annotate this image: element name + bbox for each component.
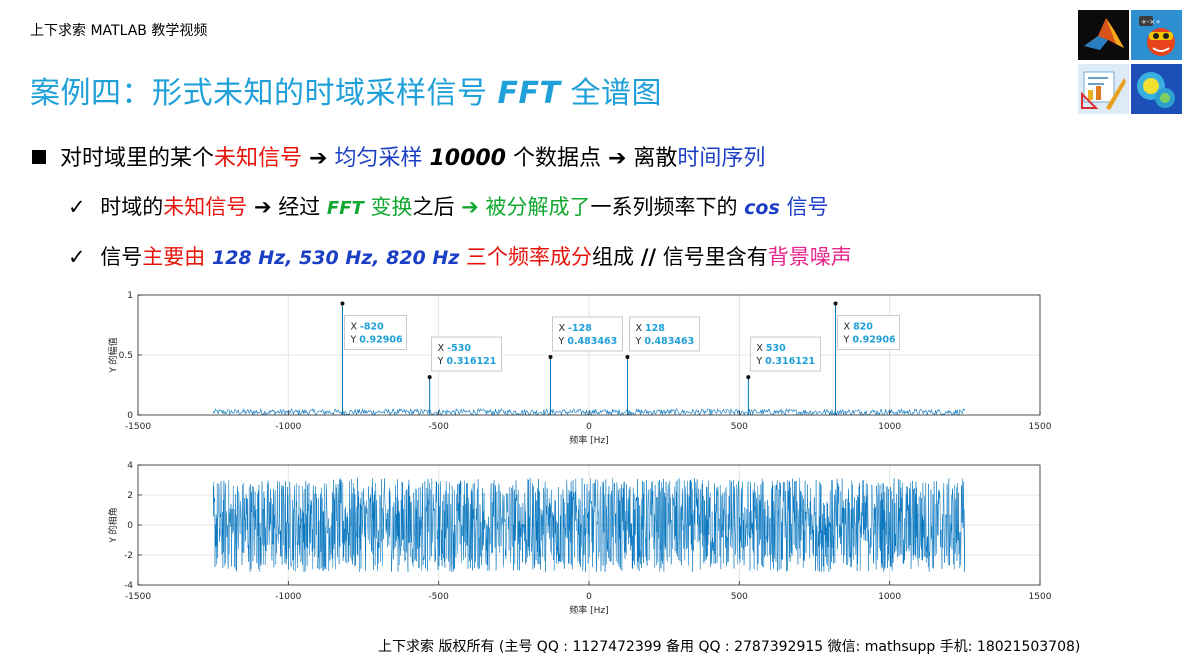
y-tick-label: 0 — [127, 411, 133, 421]
y-tick-label: -2 — [124, 551, 133, 561]
datatip-y: Y 0.316121 — [437, 356, 497, 367]
datatip-y: Y 0.483463 — [634, 336, 694, 347]
datatip[interactable]: X -128 Y 0.483463 — [552, 316, 623, 352]
datatip[interactable]: X 820 Y 0.92906 — [837, 315, 900, 350]
game-character-icon: +-×÷ — [1131, 10, 1182, 60]
datatip-x: X -820 — [350, 322, 384, 333]
logo-grid: +-×÷ — [1078, 10, 1184, 114]
x-tick-label: -1000 — [275, 422, 301, 432]
datatip-x: X 820 — [844, 322, 874, 333]
x-tick-label: 500 — [731, 592, 748, 602]
chart-ruler-icon — [1078, 64, 1129, 114]
peak-marker[interactable] — [625, 354, 630, 359]
x-axis-label: 频率 [Hz] — [569, 604, 608, 616]
footer-copyright: 上下求索 版权所有 (主号 QQ : 1127472399 备用 QQ : 27… — [378, 639, 1081, 655]
peak-marker[interactable] — [548, 354, 553, 359]
y-tick-label: 0 — [127, 521, 133, 531]
datatip-y: Y 0.92906 — [349, 335, 402, 346]
square-bullet-icon — [32, 150, 46, 164]
phase-line — [212, 477, 966, 573]
datatip-x: X 530 — [756, 343, 786, 354]
x-tick-label: -1500 — [125, 592, 151, 602]
checkmark-icon: ✓ — [68, 245, 86, 269]
datatip-y: Y 0.92906 — [843, 335, 896, 346]
y-tick-label: 0.5 — [119, 351, 133, 361]
x-tick-label: -500 — [428, 422, 449, 432]
datatip[interactable]: X -530 Y 0.316121 — [431, 336, 503, 372]
x-tick-label: 500 — [731, 422, 748, 432]
x-tick-label: -1500 — [125, 422, 151, 432]
svg-text:+-×÷: +-×÷ — [1141, 18, 1161, 26]
x-tick-label: 0 — [586, 422, 592, 432]
datatip-box — [837, 315, 900, 350]
datatip-y: Y 0.316121 — [755, 356, 815, 367]
peak-marker[interactable] — [833, 301, 838, 306]
datatip-x: X -530 — [438, 343, 472, 354]
datatip-x: X 128 — [635, 323, 665, 334]
checkmark-icon: ✓ — [68, 195, 86, 219]
x-tick-label: 1000 — [878, 592, 901, 602]
page-title: 案例四：形式未知的时域采样信号 FFT 全谱图 — [30, 76, 663, 111]
datatip-box — [749, 336, 821, 372]
x-tick-label: 1000 — [878, 422, 901, 432]
datatip[interactable]: X -820 Y 0.92906 — [344, 315, 407, 350]
x-tick-label: -500 — [428, 592, 449, 602]
y-tick-label: 1 — [127, 291, 133, 301]
peak-marker[interactable] — [340, 301, 345, 306]
y-tick-label: 4 — [127, 461, 133, 471]
main-bullet: 对时域里的某个未知信号 ➔ 均匀采样 10000 个数据点 ➔ 离散时间序列 — [32, 140, 765, 172]
datatip[interactable]: X 530 Y 0.316121 — [749, 336, 821, 372]
course-label: 上下求索 MATLAB 教学视频 — [30, 23, 208, 39]
datatip-box — [431, 336, 503, 372]
y-tick-label: -4 — [124, 581, 133, 591]
x-tick-label: 1500 — [1029, 422, 1052, 432]
heatmap-icon — [1131, 64, 1182, 114]
peak-marker[interactable] — [746, 375, 751, 380]
datatip-box — [629, 316, 700, 352]
matlab-logo-icon — [1078, 10, 1129, 60]
x-axis-label: 频率 [Hz] — [569, 434, 608, 446]
x-tick-label: 1500 — [1029, 592, 1052, 602]
y-axis-label: Y 的幅值 — [107, 337, 119, 373]
sub-bullet-2: ✓ 信号主要由 128 Hz, 530 Hz, 820 Hz 三个频率成分组成 … — [68, 245, 852, 269]
y-tick-label: 2 — [127, 491, 133, 501]
datatip-y: Y 0.483463 — [558, 336, 618, 347]
magnitude-chart: -1500 -1000 -500 0 500 1000 1500 0 0.5 1 频率 [Hz] Y … — [107, 291, 1052, 446]
datatip-x: X -128 — [559, 323, 593, 334]
x-tick-label: 0 — [586, 592, 592, 602]
phase-chart: -1500 -1000 -500 0 500 1000 1500 -4 -2 0 2 4 频率 [Hz]… — [107, 461, 1052, 616]
datatip-box — [552, 316, 623, 352]
datatip-box — [344, 315, 407, 350]
y-axis-label: Y 的相角 — [107, 507, 119, 543]
peak-marker[interactable] — [427, 375, 432, 380]
x-tick-label: -1000 — [275, 592, 301, 602]
sub-bullet-1: ✓ 时域的未知信号 ➔ 经过 FFT 变换之后 ➔ 被分解成了一系列频率下的 c… — [68, 195, 829, 219]
datatip[interactable]: X 128 Y 0.483463 — [629, 316, 700, 352]
